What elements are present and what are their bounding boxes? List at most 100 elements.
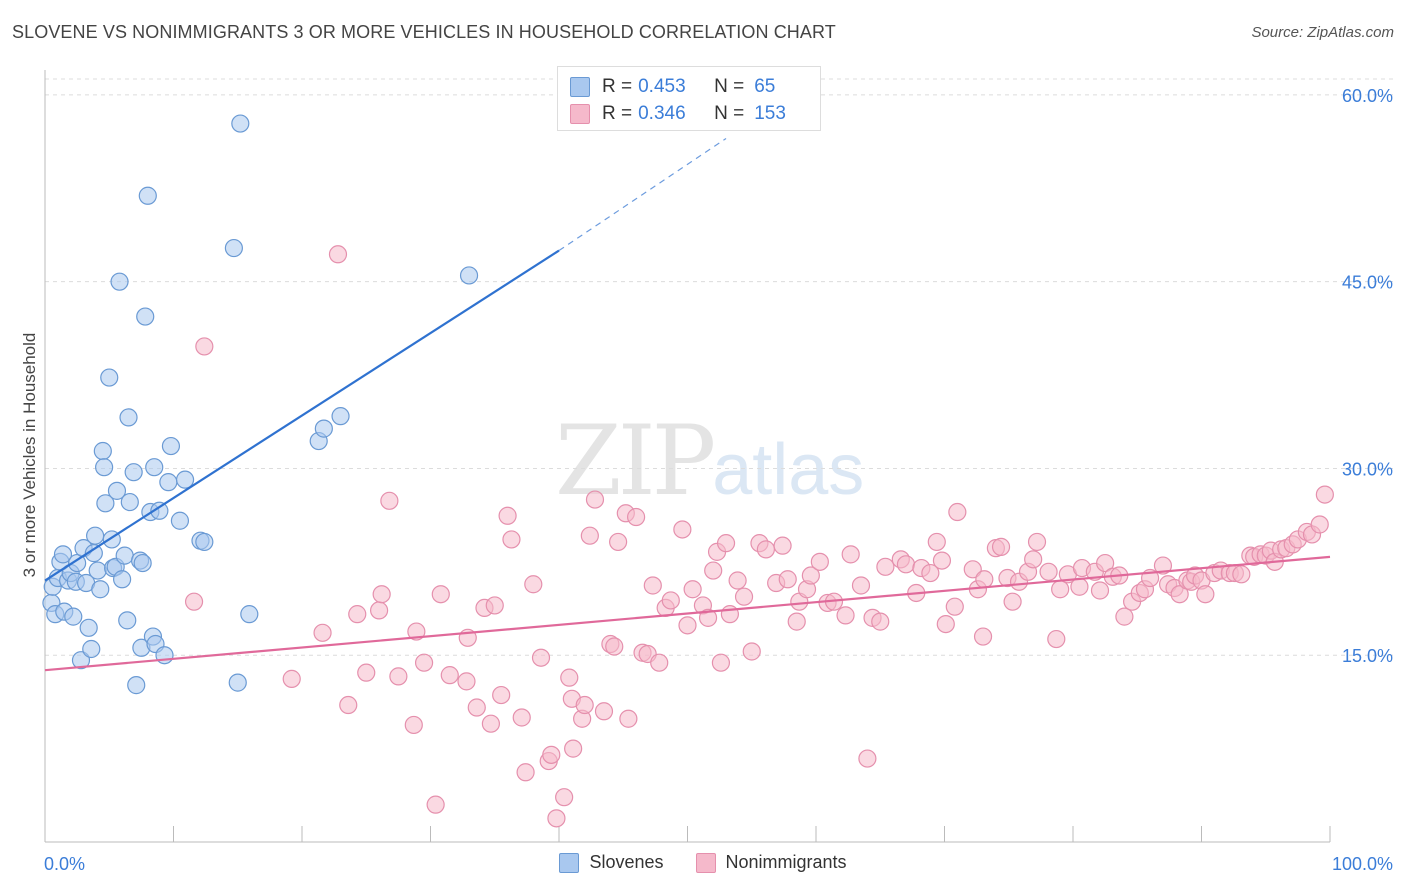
nonimmigrant-point bbox=[975, 570, 994, 589]
nonimmigrant-point bbox=[1027, 532, 1047, 552]
watermark-zip: ZIP bbox=[555, 405, 716, 517]
nonimmigrant-point bbox=[605, 637, 624, 656]
nonimmigrant-point bbox=[973, 627, 993, 646]
r-value: 0.346 bbox=[638, 103, 686, 124]
slovene-point bbox=[159, 473, 178, 492]
nonimmigrant-point bbox=[594, 702, 614, 721]
nonimmigrant-point bbox=[1170, 585, 1189, 604]
legend-item-slovenes[interactable]: Slovenes bbox=[559, 852, 664, 873]
nonimmigrant-point bbox=[426, 795, 445, 814]
nonimmigrant-point bbox=[282, 669, 301, 688]
y-tick-label: 60.0% bbox=[1342, 86, 1393, 106]
nonimmigrant-point bbox=[1096, 553, 1115, 573]
slovene-point bbox=[127, 676, 146, 695]
nonimmigrant-point bbox=[407, 622, 426, 641]
y-tick-label: 30.0% bbox=[1342, 459, 1393, 479]
nonimmigrant-point bbox=[1039, 562, 1058, 581]
slovene-point bbox=[88, 561, 107, 580]
slovene-point bbox=[231, 114, 250, 133]
nonimmigrant-point bbox=[524, 575, 543, 594]
n-label: N = bbox=[714, 103, 745, 124]
slovene-point bbox=[91, 580, 110, 599]
slovene-point bbox=[124, 463, 143, 482]
legend-swatch-nonimmigrants bbox=[695, 852, 716, 873]
nonimmigrant-point bbox=[836, 606, 855, 625]
slovene-point bbox=[195, 532, 214, 552]
source-credit: Source: ZipAtlas.com bbox=[1251, 24, 1394, 41]
slovene-point bbox=[175, 470, 195, 489]
nonimmigrant-point bbox=[542, 745, 561, 764]
nonimmigrant-point bbox=[580, 526, 599, 545]
nonimmigrant-point bbox=[575, 695, 594, 715]
nonimmigrant-point bbox=[1024, 550, 1043, 569]
nonimmigrant-point bbox=[963, 560, 982, 579]
slovene-point bbox=[82, 639, 101, 659]
nonimmigrant-point bbox=[339, 695, 358, 715]
y-axis-label: 3 or more Vehicles in Household bbox=[20, 332, 39, 578]
stats-row-nonimmigrants: R = 0.346 N = 153 bbox=[570, 102, 786, 126]
nonimmigrant-point bbox=[485, 596, 504, 615]
nonimmigrant-point bbox=[787, 612, 806, 631]
legend-swatch-slovenes bbox=[559, 852, 580, 873]
slovene-point bbox=[150, 501, 169, 520]
nonimmigrant-point bbox=[716, 534, 736, 553]
slovene-point bbox=[161, 436, 181, 456]
nonimmigrant-point bbox=[1310, 515, 1329, 534]
nonimmigrant-point bbox=[858, 749, 877, 768]
slovene-point bbox=[79, 618, 98, 637]
legend-label-slovenes: Slovenes bbox=[589, 852, 664, 872]
nonimmigrant-point bbox=[348, 605, 367, 624]
slovene-point bbox=[133, 553, 152, 573]
nonimmigrant-point bbox=[547, 809, 566, 828]
nonimmigrant-point bbox=[1090, 581, 1110, 600]
nonimmigrant-point bbox=[841, 545, 860, 564]
nonimmigrant-point bbox=[1153, 556, 1173, 575]
slovene-point bbox=[112, 570, 132, 589]
nonimmigrant-point bbox=[742, 642, 761, 661]
nonimmigrant-point bbox=[380, 491, 399, 510]
slovene-point bbox=[138, 186, 157, 205]
slovene-point bbox=[136, 307, 155, 326]
nonimmigrant-point bbox=[1051, 580, 1070, 599]
slovene-point bbox=[459, 266, 479, 285]
correlation-stats-box: R = 0.453 N = 65 R = 0.346 N = 153 bbox=[557, 66, 821, 131]
r-label: R = bbox=[602, 103, 633, 124]
nonimmigrant-point bbox=[184, 592, 204, 611]
r-label: R = bbox=[602, 76, 633, 97]
slovenes-swatch bbox=[570, 77, 590, 97]
nonimmigrant-point bbox=[414, 653, 434, 672]
nonimmigrant-point bbox=[512, 708, 531, 727]
slovene-point bbox=[228, 673, 247, 692]
nonimmigrant-point bbox=[440, 666, 459, 685]
chart-legend: Slovenes Nonimmigrants bbox=[0, 852, 1406, 873]
nonimmigrant-point bbox=[778, 570, 797, 589]
slovene-point bbox=[71, 651, 91, 670]
nonimmigrant-point bbox=[683, 580, 702, 599]
stats-row-slovenes: R = 0.453 N = 65 bbox=[570, 75, 775, 99]
nonimmigrant-point bbox=[643, 576, 662, 595]
nonimmigrant-point bbox=[564, 739, 583, 758]
slovene-point bbox=[170, 511, 190, 530]
nonimmigrant-point bbox=[756, 540, 775, 559]
watermark-atlas: atlas bbox=[712, 430, 865, 510]
nonimmigrant-point bbox=[372, 585, 391, 604]
n-label: N = bbox=[714, 76, 745, 97]
slovene-point bbox=[95, 458, 114, 477]
slovene-point bbox=[96, 494, 115, 513]
nonimmigrant-point bbox=[1003, 592, 1022, 611]
nonimmigrant-point bbox=[467, 698, 486, 717]
slovene-point bbox=[331, 407, 350, 426]
nonimmigrant-point bbox=[357, 663, 376, 682]
slovene-point bbox=[110, 272, 129, 291]
slovene-point bbox=[145, 458, 164, 477]
nonimmigrant-point bbox=[991, 537, 1011, 556]
nonimmigrant-point bbox=[498, 506, 517, 525]
nonimmigrant-point bbox=[734, 587, 754, 606]
n-value: 65 bbox=[754, 76, 776, 97]
slovene-point bbox=[107, 481, 127, 500]
nonimmigrant-point bbox=[626, 507, 646, 527]
nonimmigrant-point bbox=[431, 585, 450, 604]
legend-item-nonimmigrants[interactable]: Nonimmigrants bbox=[695, 852, 847, 873]
slovene-point bbox=[224, 238, 243, 258]
slovene-point bbox=[240, 605, 259, 624]
